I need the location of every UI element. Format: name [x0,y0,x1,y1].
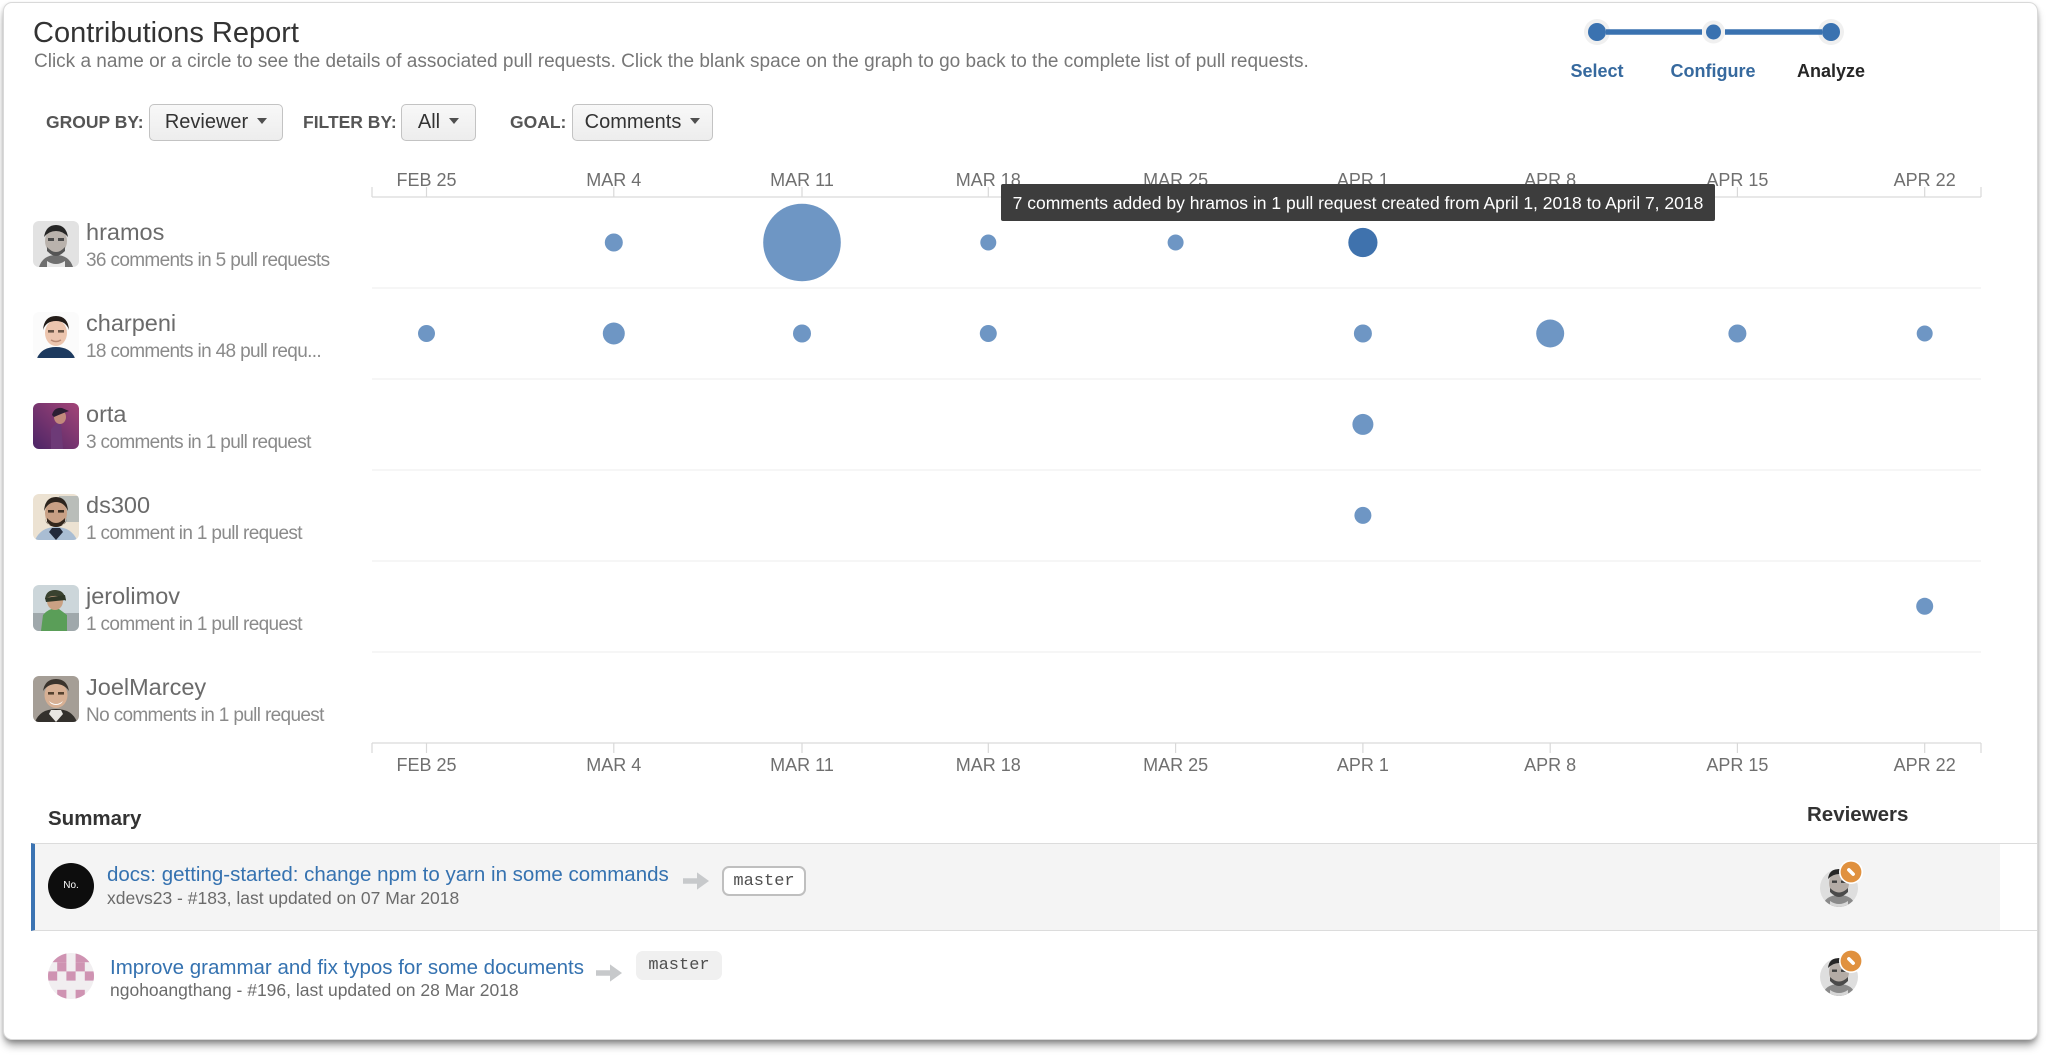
svg-text:APR 15: APR 15 [1706,755,1768,775]
svg-text:FEB 25: FEB 25 [396,170,456,190]
svg-text:MAR 4: MAR 4 [586,755,641,775]
svg-text:MAR 25: MAR 25 [1143,755,1208,775]
svg-text:MAR 11: MAR 11 [770,170,834,190]
svg-text:APR 22: APR 22 [1894,755,1956,775]
svg-text:APR 15: APR 15 [1706,170,1768,190]
svg-text:APR 22: APR 22 [1894,170,1956,190]
svg-text:MAR 4: MAR 4 [586,170,641,190]
svg-text:FEB 25: FEB 25 [396,755,456,775]
svg-text:MAR 11: MAR 11 [770,755,834,775]
svg-text:MAR 18: MAR 18 [956,755,1021,775]
svg-text:APR 8: APR 8 [1524,755,1576,775]
svg-text:APR 1: APR 1 [1337,755,1389,775]
